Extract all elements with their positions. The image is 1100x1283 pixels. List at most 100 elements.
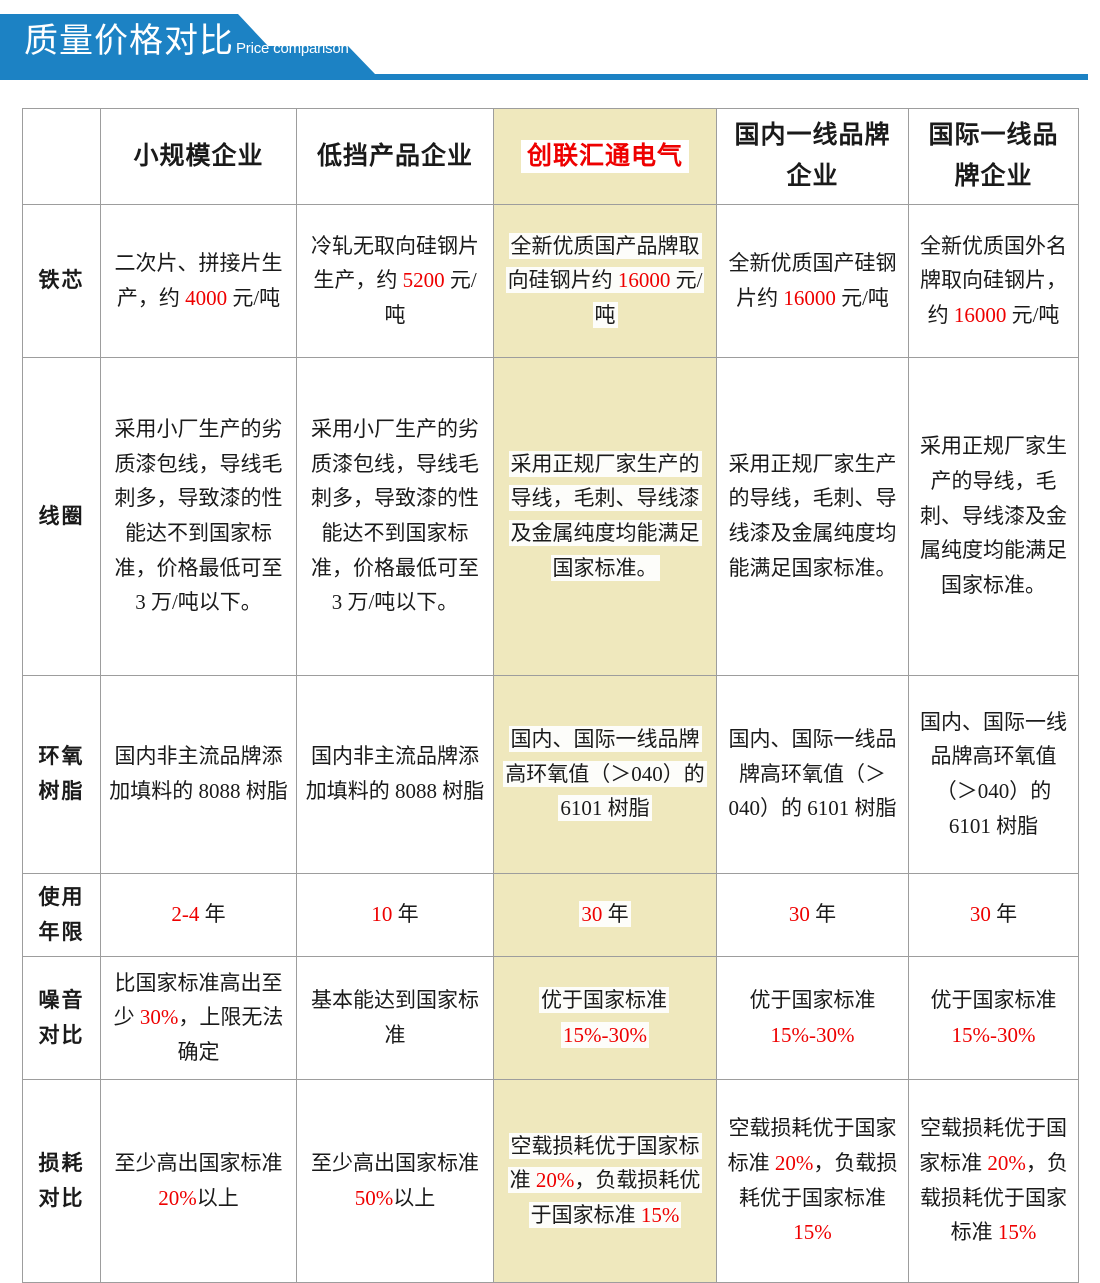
cell-coil-brand: 采用正规厂家生产的导线，毛刺、导线漆及金属纯度均能满足国家标准。 [493, 356, 717, 676]
cell-text-segment: 年 [809, 902, 837, 927]
cell-text-segment: 国内、国际一线品牌高环氧值（＞040）的 6101 树脂 [728, 727, 897, 821]
cell-text: 国内非主流品牌添加填料的 8088 树脂 [306, 744, 485, 803]
cell-text: 30 年 [789, 902, 836, 926]
cell-text-segment: 年 [392, 902, 419, 927]
cell-text-segment: 空载损耗优于国家标准 [727, 1116, 897, 1175]
comparison-table-wrapper: 小规模企业 低挡产品企业 创联汇通电气 国内一线品牌企业 国际一线品牌企业 铁芯… [22, 108, 1079, 1283]
cell-text-segment: 优于国家标准 [930, 987, 1057, 1012]
cell-text-segment: ，负载损耗优于国家标准 [739, 1150, 898, 1210]
highlighted-value: 20% [158, 1185, 197, 1210]
cell-text-segment: 二次片、拼接片生产，约 [114, 250, 283, 310]
column-header-domestic: 国内一线品牌企业 [716, 108, 909, 205]
cell-text-segment: 元/吨 [594, 268, 703, 327]
cell-text: 国内非主流品牌添加填料的 8088 树脂 [109, 744, 288, 803]
cell-noise-low: 基本能达到国家标准 [296, 955, 494, 1080]
cell-text-segment: 全新优质国外名牌取向硅钢片，约 [920, 233, 1067, 327]
cell-text-segment: 采用正规厂家生产的导线，毛刺、导线漆及金属纯度均能满足国家标准。 [920, 434, 1067, 597]
cell-text-segment: 采用小厂生产的劣质漆包线，导线毛刺多，导致漆的性能达不到国家标准，价格最低可至 … [114, 417, 283, 615]
cell-coil-low: 采用小厂生产的劣质漆包线，导线毛刺多，导致漆的性能达不到国家标准，价格最低可至 … [296, 356, 494, 676]
cell-text: 国内、国际一线品牌高环氧值（＞040）的 6101 树脂 [503, 726, 707, 822]
cell-text: 10 年 [371, 902, 418, 926]
cell-text: 至少高出国家标准 50%以上 [311, 1151, 479, 1210]
row-label-service-life: 使用年限 [22, 872, 101, 957]
cell-resin-domestic: 国内、国际一线品牌高环氧值（＞040）的 6101 树脂 [716, 674, 909, 874]
cell-text-segment: ，负载损耗优于国家标准 [530, 1168, 701, 1227]
highlighted-value: 16000 [783, 285, 836, 310]
highlighted-value: 20% [987, 1150, 1026, 1175]
cell-life-low: 10 年 [296, 872, 494, 957]
cell-text: 优于国家标准 15%-30% [750, 988, 876, 1047]
cell-loss-international: 空载损耗优于国家标准 20%，负载损耗优于国家标准 15% [908, 1078, 1079, 1283]
cell-coil-international: 采用正规厂家生产的导线，毛刺、导线漆及金属纯度均能满足国家标准。 [908, 356, 1079, 676]
cell-text: 优于国家标准 15%-30% [539, 986, 669, 1048]
column-header-label: 低挡产品企业 [316, 142, 473, 170]
highlighted-value: 15% [640, 1202, 680, 1227]
cell-text: 优于国家标准 15%-30% [931, 988, 1057, 1047]
cell-text: 全新优质国外名牌取向硅钢片，约 16000 元/吨 [920, 234, 1067, 327]
highlighted-value: 15%-30% [770, 1022, 855, 1047]
cell-resin-small: 国内非主流品牌添加填料的 8088 树脂 [100, 674, 297, 874]
highlighted-value: 10 [371, 902, 393, 927]
highlighted-value: 30 [969, 902, 991, 927]
cell-text-segment: 基本能达到国家标准 [311, 987, 479, 1047]
column-header-low: 低挡产品企业 [296, 108, 494, 205]
cell-noise-brand: 优于国家标准 15%-30% [493, 955, 717, 1080]
cell-text: 采用小厂生产的劣质漆包线，导线毛刺多，导致漆的性能达不到国家标准，价格最低可至 … [311, 417, 479, 614]
cell-text: 空载损耗优于国家标准 20%，负载损耗优于国家标准 15% [507, 1132, 703, 1228]
cell-resin-brand: 国内、国际一线品牌高环氧值（＞040）的 6101 树脂 [493, 674, 717, 874]
cell-text-segment: 元/吨 [1006, 302, 1060, 327]
cell-text-segment: 空载损耗优于国家标准 [509, 1133, 700, 1193]
cell-coil-small: 采用小厂生产的劣质漆包线，导线毛刺多，导致漆的性能达不到国家标准，价格最低可至 … [100, 356, 297, 676]
highlighted-value: 15% [997, 1220, 1037, 1245]
cell-text: 2-4 年 [171, 902, 225, 926]
row-label-resin: 环氧树脂 [22, 674, 101, 874]
cell-text: 采用小厂生产的劣质漆包线，导线毛刺多，导致漆的性能达不到国家标准，价格最低可至 … [115, 417, 283, 614]
column-header-international: 国际一线品牌企业 [908, 108, 1079, 205]
cell-life-brand: 30 年 [493, 872, 717, 957]
highlighted-value: 20% [535, 1168, 575, 1193]
cell-loss-small: 至少高出国家标准 20%以上 [100, 1078, 297, 1283]
row-label-loss: 损耗对比 [22, 1078, 101, 1283]
table-row-coil: 线圈 采用小厂生产的劣质漆包线，导线毛刺多，导致漆的性能达不到国家标准，价格最低… [22, 356, 1079, 676]
cell-core-domestic: 全新优质国产硅钢片约 16000 元/吨 [716, 203, 909, 358]
cell-text-segment: 国内、国际一线品牌高环氧值（＞040）的 6101 树脂 [920, 709, 1067, 838]
column-header-brand: 创联汇通电气 [493, 108, 717, 205]
highlighted-value: 15%-30% [563, 1022, 647, 1047]
row-label-noise: 噪音对比 [22, 955, 101, 1080]
cell-text: 30 年 [579, 901, 631, 928]
page-banner: 质量价格对比 Price comparison [0, 0, 1100, 88]
cell-text-segment: 冷轧无取向硅钢片生产，约 [311, 233, 479, 293]
cell-text-segment: 全新优质国产品牌取向硅钢片约 [507, 233, 700, 293]
cell-text-segment: 国内非主流品牌添加填料的 8088 树脂 [305, 744, 485, 803]
cell-text-segment: 采用小厂生产的劣质漆包线，导线毛刺多，导致漆的性能达不到国家标准，价格最低可至 … [311, 417, 479, 615]
highlighted-value: 5200 [402, 268, 445, 293]
cell-text: 全新优质国产品牌取向硅钢片约 16000 元/吨 [505, 232, 705, 328]
quality-price-comparison-table: 小规模企业 低挡产品企业 创联汇通电气 国内一线品牌企业 国际一线品牌企业 铁芯… [22, 108, 1079, 1283]
cell-text-segment: 优于国家标准 [749, 987, 876, 1012]
cell-text-segment: ，负载损耗优于国家标准 [920, 1150, 1068, 1245]
highlighted-value: 15%-30% [951, 1022, 1036, 1047]
highlighted-value: 16000 [953, 302, 1007, 327]
cell-text-segment: 至少高出国家标准 [311, 1150, 479, 1175]
cell-life-domestic: 30 年 [716, 872, 909, 957]
cell-resin-low: 国内非主流品牌添加填料的 8088 树脂 [296, 674, 494, 874]
cell-text-segment: 年 [602, 902, 629, 927]
cell-text-segment: 以上 [196, 1185, 239, 1210]
cell-text: 采用正规厂家生产的导线，毛刺、导线漆及金属纯度均能满足国家标准。 [729, 452, 897, 580]
cell-text: 冷轧无取向硅钢片生产，约 5200 元/吨 [311, 234, 479, 327]
column-header-label: 创联汇通电气 [520, 139, 689, 173]
highlighted-value: 30% [139, 1005, 179, 1030]
cell-loss-brand: 空载损耗优于国家标准 20%，负载损耗优于国家标准 15% [493, 1078, 717, 1283]
cell-text-segment: 优于国家标准 [541, 987, 667, 1012]
cell-text-segment: 全新优质国产硅钢片约 [728, 250, 897, 310]
banner-shape [0, 14, 1088, 80]
header-corner-cell [22, 108, 101, 205]
cell-loss-domestic: 空载损耗优于国家标准 20%，负载损耗优于国家标准 15% [716, 1078, 909, 1283]
cell-text: 空载损耗优于国家标准 20%，负载损耗优于国家标准 15% [728, 1116, 898, 1244]
cell-text-segment: 年 [990, 902, 1018, 927]
column-header-label: 国际一线品牌企业 [928, 122, 1059, 191]
highlighted-value: 30 [788, 902, 810, 927]
cell-text-segment: ，上限无法确定 [177, 1005, 284, 1064]
cell-core-low: 冷轧无取向硅钢片生产，约 5200 元/吨 [296, 203, 494, 358]
cell-coil-domestic: 采用正规厂家生产的导线，毛刺、导线漆及金属纯度均能满足国家标准。 [716, 356, 909, 676]
